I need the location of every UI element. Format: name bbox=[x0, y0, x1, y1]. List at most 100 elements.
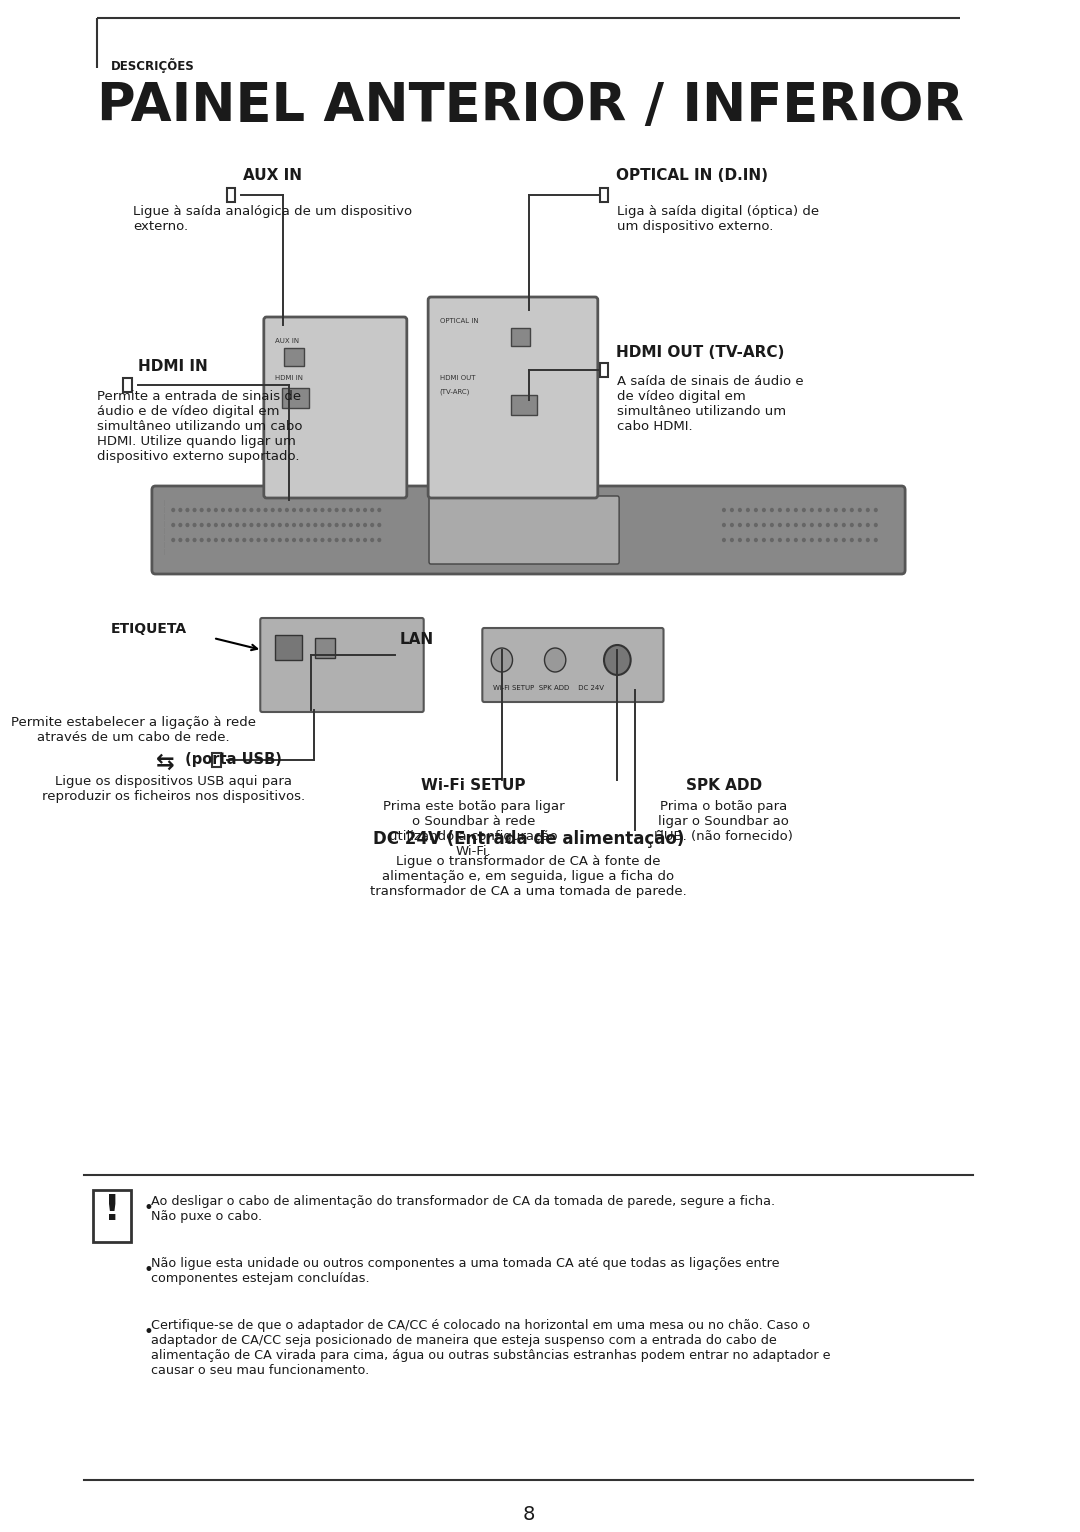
Circle shape bbox=[739, 539, 741, 541]
Circle shape bbox=[770, 524, 773, 527]
Circle shape bbox=[335, 539, 338, 541]
Circle shape bbox=[770, 509, 773, 512]
Circle shape bbox=[762, 539, 766, 541]
Circle shape bbox=[243, 539, 245, 541]
Circle shape bbox=[356, 524, 360, 527]
Circle shape bbox=[207, 509, 211, 512]
Text: OPTICAL IN: OPTICAL IN bbox=[440, 319, 478, 323]
Circle shape bbox=[271, 539, 274, 541]
Bar bbox=[283, 388, 309, 408]
Text: OPTICAL IN (D.IN): OPTICAL IN (D.IN) bbox=[616, 169, 768, 182]
Circle shape bbox=[293, 539, 295, 541]
Circle shape bbox=[835, 539, 837, 541]
Circle shape bbox=[186, 509, 189, 512]
Circle shape bbox=[279, 509, 281, 512]
Circle shape bbox=[314, 509, 316, 512]
Bar bbox=[511, 395, 538, 415]
Circle shape bbox=[251, 539, 253, 541]
Circle shape bbox=[314, 539, 316, 541]
Circle shape bbox=[215, 539, 217, 541]
Circle shape bbox=[755, 509, 757, 512]
Circle shape bbox=[307, 524, 310, 527]
Circle shape bbox=[328, 539, 330, 541]
Circle shape bbox=[866, 509, 869, 512]
Circle shape bbox=[279, 524, 281, 527]
Text: HDMI IN: HDMI IN bbox=[275, 375, 303, 381]
Circle shape bbox=[350, 539, 352, 541]
Circle shape bbox=[802, 524, 806, 527]
Circle shape bbox=[350, 509, 352, 512]
Circle shape bbox=[314, 524, 316, 527]
Circle shape bbox=[842, 524, 846, 527]
Circle shape bbox=[730, 509, 733, 512]
Circle shape bbox=[221, 524, 225, 527]
Circle shape bbox=[257, 509, 260, 512]
Circle shape bbox=[746, 524, 750, 527]
Circle shape bbox=[271, 509, 274, 512]
Circle shape bbox=[342, 539, 346, 541]
Text: Prima o botão para
ligar o Soundbar ao
HUB. (não fornecido): Prima o botão para ligar o Soundbar ao H… bbox=[654, 800, 794, 843]
Circle shape bbox=[221, 509, 225, 512]
Circle shape bbox=[746, 509, 750, 512]
Circle shape bbox=[859, 509, 861, 512]
Bar bbox=[599, 363, 608, 377]
Circle shape bbox=[235, 524, 239, 527]
Circle shape bbox=[235, 509, 239, 512]
Text: •: • bbox=[144, 1200, 153, 1216]
Circle shape bbox=[200, 509, 203, 512]
Circle shape bbox=[859, 524, 861, 527]
Circle shape bbox=[251, 509, 253, 512]
Circle shape bbox=[770, 539, 773, 541]
Circle shape bbox=[364, 539, 366, 541]
FancyBboxPatch shape bbox=[483, 628, 663, 702]
Circle shape bbox=[762, 524, 766, 527]
Circle shape bbox=[285, 539, 288, 541]
Circle shape bbox=[739, 524, 741, 527]
Text: LAN: LAN bbox=[400, 633, 434, 647]
Text: A saída de sinais de áudio e
de vídeo digital em
simultâneo utilizando um
cabo H: A saída de sinais de áudio e de vídeo di… bbox=[618, 375, 804, 434]
Circle shape bbox=[835, 524, 837, 527]
Circle shape bbox=[279, 539, 281, 541]
Circle shape bbox=[193, 509, 195, 512]
Circle shape bbox=[215, 509, 217, 512]
Circle shape bbox=[257, 539, 260, 541]
Circle shape bbox=[755, 524, 757, 527]
Circle shape bbox=[356, 509, 360, 512]
Text: DC 24V (Entrada de alimentação): DC 24V (Entrada de alimentação) bbox=[373, 830, 685, 849]
Circle shape bbox=[186, 524, 189, 527]
Circle shape bbox=[779, 509, 781, 512]
Circle shape bbox=[229, 509, 231, 512]
Text: Wi-Fi SETUP  SPK ADD    DC 24V: Wi-Fi SETUP SPK ADD DC 24V bbox=[492, 685, 604, 691]
Circle shape bbox=[257, 524, 260, 527]
Circle shape bbox=[251, 524, 253, 527]
Text: DESCRIÇÕES: DESCRIÇÕES bbox=[111, 58, 194, 74]
Circle shape bbox=[842, 539, 846, 541]
Circle shape bbox=[172, 509, 175, 512]
Circle shape bbox=[739, 509, 741, 512]
Text: Ligue à saída analógica de um dispositivo
externo.: Ligue à saída analógica de um dispositiv… bbox=[133, 205, 413, 233]
Circle shape bbox=[293, 524, 295, 527]
Circle shape bbox=[307, 509, 310, 512]
FancyBboxPatch shape bbox=[152, 486, 905, 574]
Text: (TV-ARC): (TV-ARC) bbox=[440, 388, 470, 395]
Circle shape bbox=[795, 524, 797, 527]
Circle shape bbox=[746, 539, 750, 541]
FancyBboxPatch shape bbox=[428, 297, 598, 498]
Bar bbox=[227, 188, 235, 202]
Bar bbox=[275, 634, 302, 660]
Text: •: • bbox=[144, 1324, 153, 1340]
Circle shape bbox=[730, 524, 733, 527]
Circle shape bbox=[786, 524, 789, 527]
Text: HDMI OUT (TV-ARC): HDMI OUT (TV-ARC) bbox=[616, 345, 784, 360]
Circle shape bbox=[335, 524, 338, 527]
Circle shape bbox=[243, 509, 245, 512]
Text: Wi-Fi SETUP: Wi-Fi SETUP bbox=[421, 778, 526, 794]
Circle shape bbox=[810, 509, 813, 512]
Circle shape bbox=[842, 509, 846, 512]
Circle shape bbox=[335, 509, 338, 512]
Circle shape bbox=[265, 509, 267, 512]
Circle shape bbox=[795, 509, 797, 512]
Circle shape bbox=[850, 539, 853, 541]
Circle shape bbox=[875, 509, 877, 512]
Circle shape bbox=[802, 509, 806, 512]
